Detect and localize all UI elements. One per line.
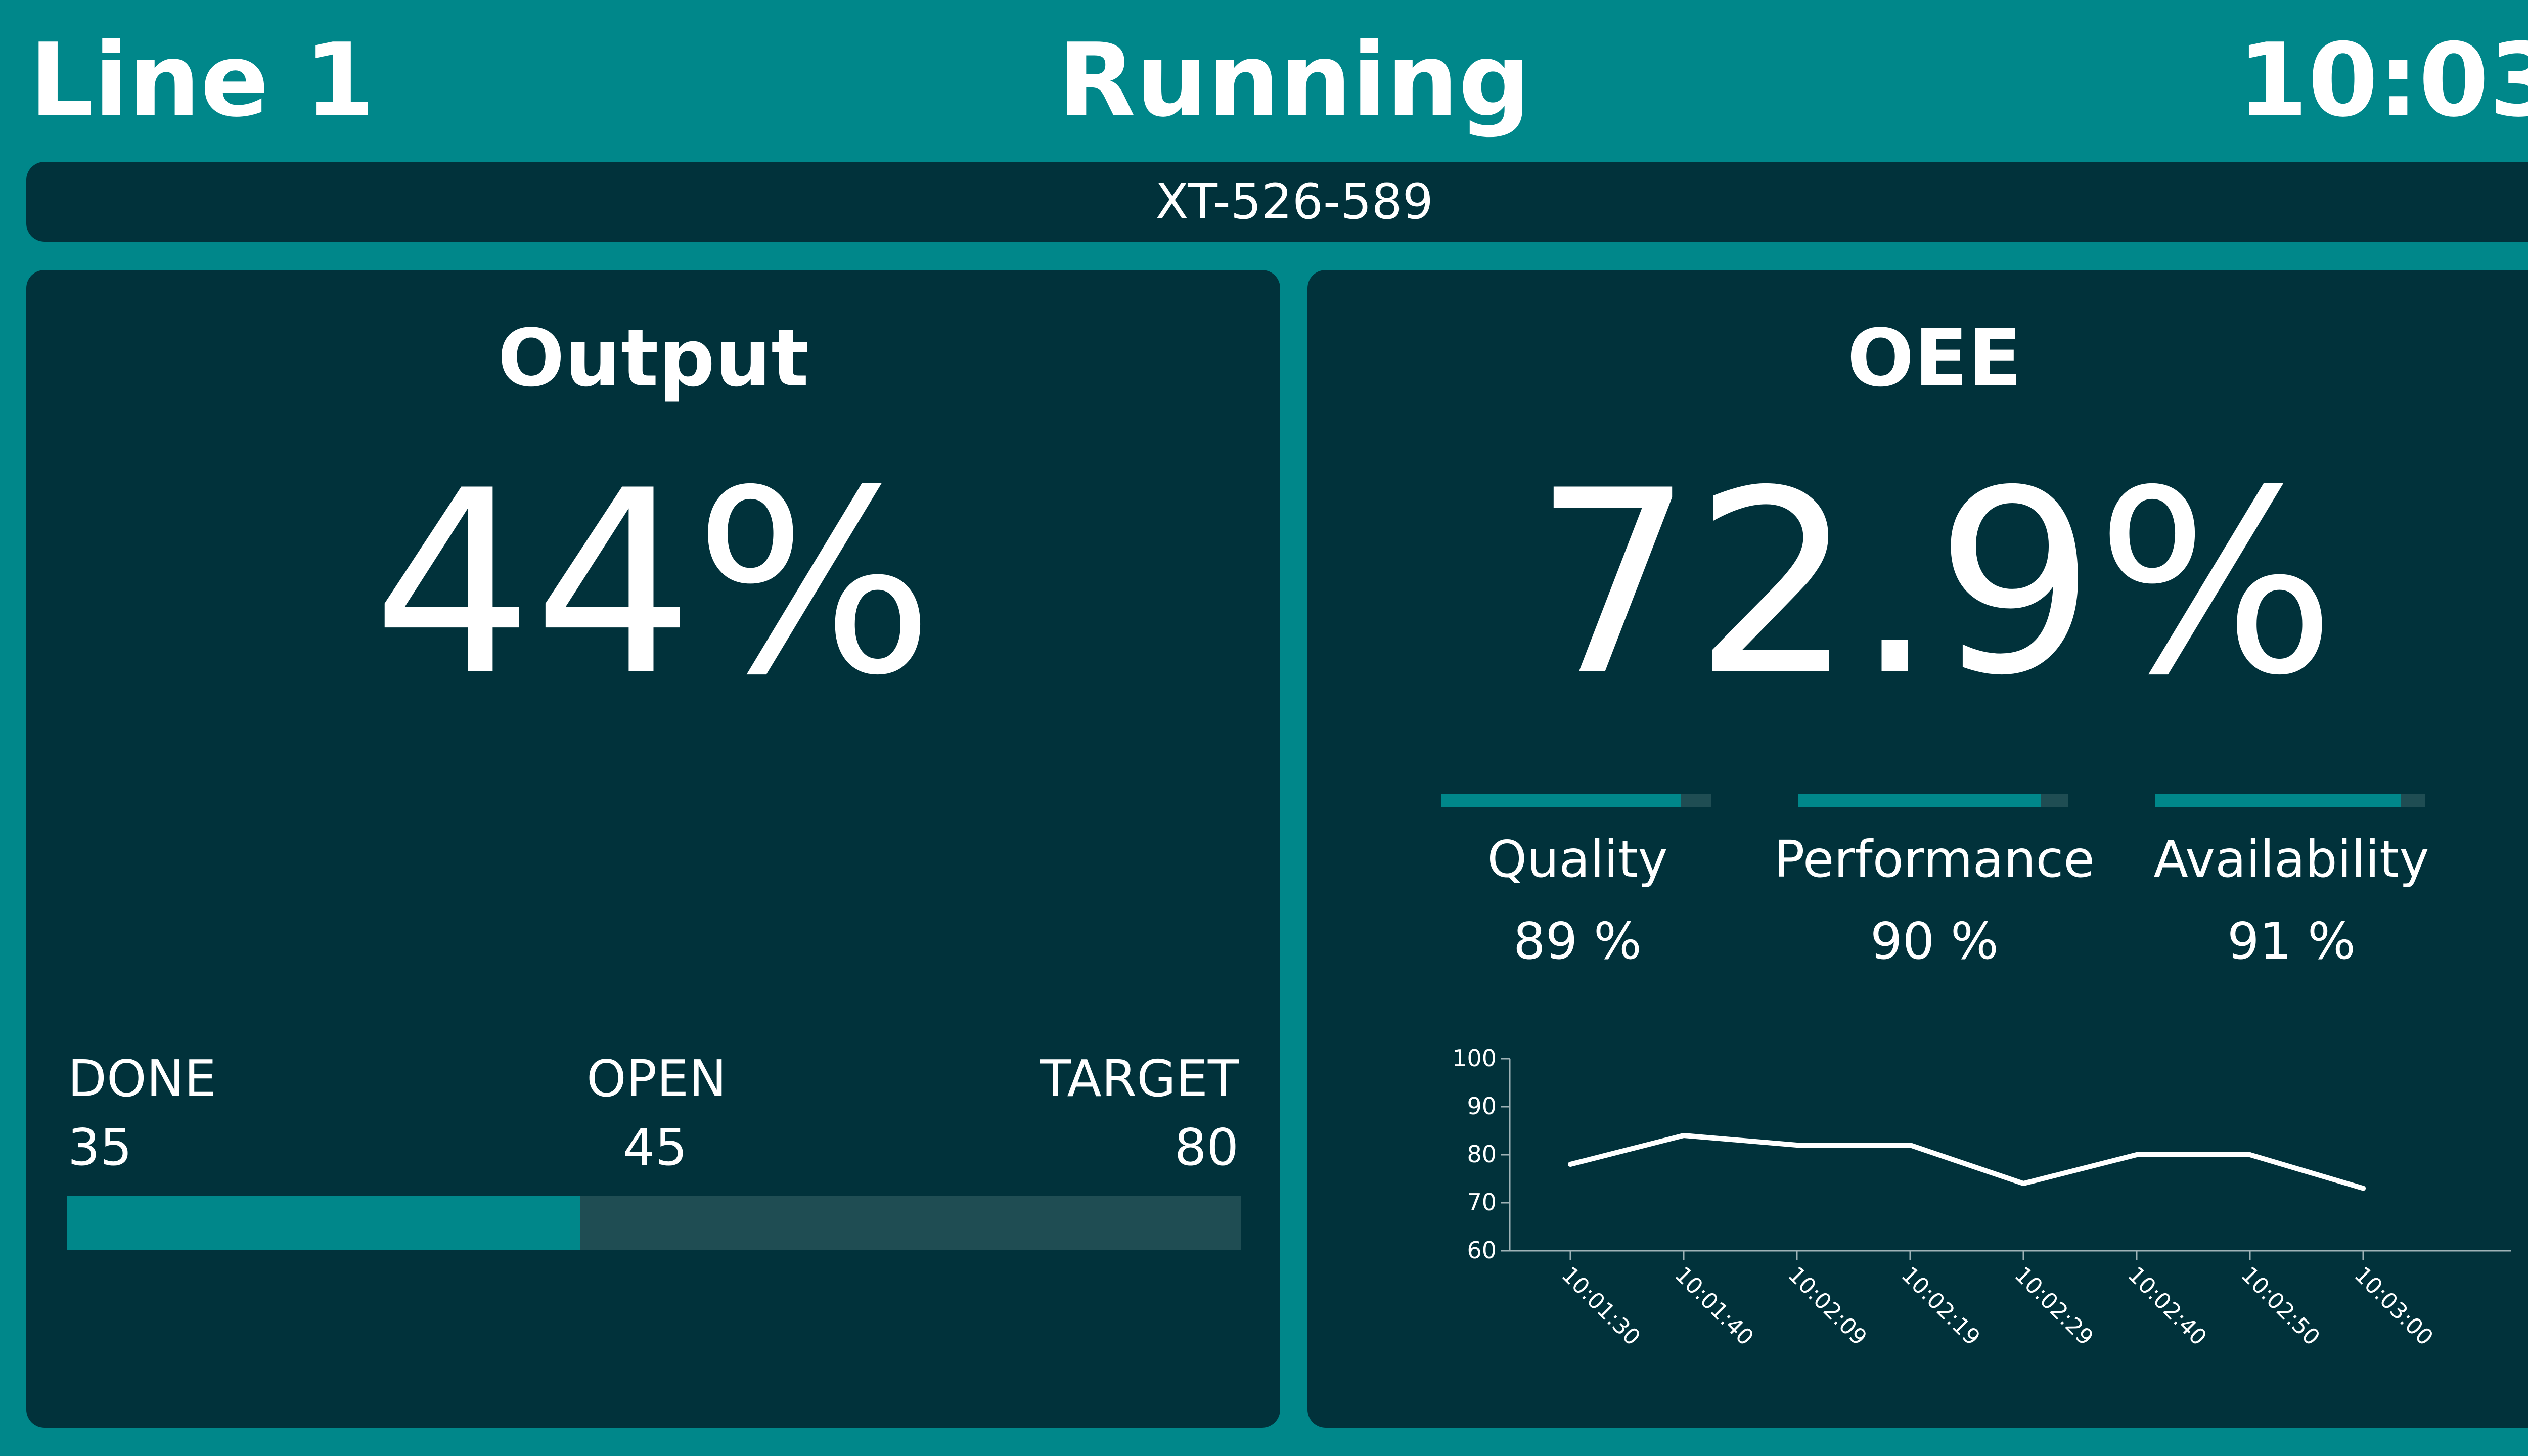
status-title: Running <box>1058 22 1531 140</box>
open-label: OPEN <box>586 1049 727 1108</box>
done-label: DONE <box>68 1049 216 1108</box>
chart-y-tick-label: 100 <box>1452 1044 1497 1072</box>
availability-bar <box>2155 794 2425 807</box>
output-progress-bar <box>67 1196 1241 1250</box>
open-value: 45 <box>623 1118 688 1177</box>
chart-y-tick-label: 60 <box>1467 1237 1497 1264</box>
output-title: Output <box>498 312 809 404</box>
chart-x-tick-label: 10:01:40 <box>1669 1262 1758 1351</box>
done-value: 35 <box>68 1118 132 1177</box>
metric-performance: Performance 90 % <box>1763 794 2106 1006</box>
output-progress-fill <box>67 1196 580 1250</box>
chart-x-tick-label: 10:02:29 <box>2009 1262 2098 1351</box>
chart-x-tick-label: 10:02:40 <box>2123 1262 2211 1351</box>
quality-bar <box>1441 794 1711 807</box>
line-title: Line 1 <box>29 22 375 140</box>
availability-value: 91 % <box>2227 912 2356 971</box>
chart-series-line <box>1568 1133 2366 1191</box>
order-number: XT-526-589 <box>1155 173 1433 230</box>
chart-x-tick-label: 10:02:19 <box>1896 1262 1985 1351</box>
chart-point <box>2021 1181 2026 1186</box>
chart-point <box>1568 1162 1573 1167</box>
oee-title: OEE <box>1847 312 2022 404</box>
chart-y-tick-label: 90 <box>1467 1093 1497 1120</box>
quality-value: 89 % <box>1513 912 1642 971</box>
chart-y-tick-label: 80 <box>1467 1141 1497 1168</box>
chart-point <box>1681 1133 1686 1138</box>
output-percent: 44% <box>372 436 934 731</box>
target-label: TARGET <box>1040 1049 1239 1108</box>
order-bar: XT-526-589 <box>26 162 2528 242</box>
clock: 10:03 <box>2237 22 2528 140</box>
chart-y-tick-label: 70 <box>1467 1189 1497 1216</box>
chart-point <box>2361 1186 2366 1191</box>
performance-value: 90 % <box>1870 912 1999 971</box>
chart-point <box>1794 1143 1799 1148</box>
quality-bar-fill <box>1441 794 1682 807</box>
chart-x-tick-label: 10:02:50 <box>2236 1262 2325 1351</box>
oee-panel: OEE 72.9% Quality 89 % Performance 90 % … <box>1307 270 2528 1428</box>
chart-x-tick-label: 10:02:09 <box>1783 1262 1872 1351</box>
performance-label: Performance <box>1774 830 2095 889</box>
chart-x-tick-label: 10:03:00 <box>2349 1262 2438 1351</box>
chart-x-tick-label: 10:01:30 <box>1556 1262 1645 1351</box>
target-value: 80 <box>1174 1118 1239 1177</box>
metric-quality: Quality 89 % <box>1406 794 1749 1006</box>
availability-bar-fill <box>2155 794 2401 807</box>
performance-bar <box>1798 794 2068 807</box>
metric-availability: Availability 91 % <box>2119 794 2463 1006</box>
output-panel: Output 44% DONE 35 OPEN 45 TARGET 80 <box>26 270 1280 1428</box>
oee-trend-chart: 100 90 80 70 60 10:01:30 10:01:40 10:02:09 10:02… <box>1452 1044 2511 1351</box>
availability-label: Availability <box>2153 830 2429 889</box>
quality-label: Quality <box>1487 830 1668 889</box>
chart-point <box>1908 1143 1913 1148</box>
chart-point <box>2134 1152 2139 1157</box>
oee-percent: 72.9% <box>1532 436 2336 731</box>
performance-bar-fill <box>1798 794 2041 807</box>
chart-point <box>2247 1152 2252 1157</box>
